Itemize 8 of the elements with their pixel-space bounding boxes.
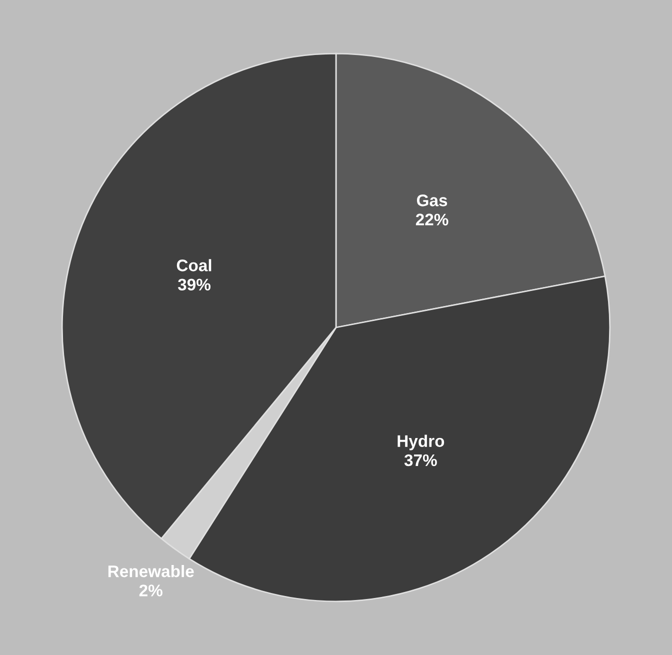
slice-label: Renewable (108, 564, 194, 578)
data-label: 2% (139, 584, 162, 596)
data-label: 39% (178, 278, 210, 291)
slice-label: Gas (416, 194, 448, 206)
data-label: 22% (416, 214, 448, 226)
data-label: 37% (404, 454, 437, 466)
slice-label: Hydro (398, 434, 444, 450)
slice-label: Coal (176, 259, 212, 272)
